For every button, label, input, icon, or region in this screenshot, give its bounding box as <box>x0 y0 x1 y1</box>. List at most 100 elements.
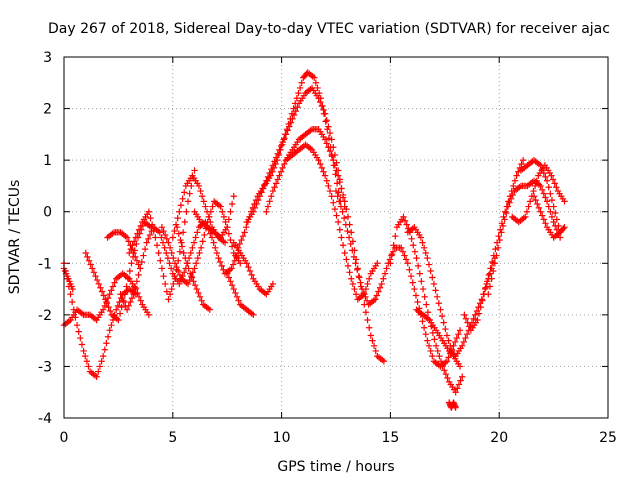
data-point-marker <box>311 74 318 81</box>
data-point-marker <box>187 270 194 277</box>
series-group <box>126 167 198 303</box>
data-point-marker <box>347 240 354 248</box>
data-point-marker <box>220 266 227 273</box>
data-point-marker <box>451 338 459 346</box>
data-point-marker <box>157 257 164 264</box>
data-point-marker <box>187 249 194 257</box>
data-point-marker <box>551 180 558 187</box>
data-point-marker <box>540 190 548 197</box>
data-point-marker <box>263 208 270 215</box>
data-point-marker <box>145 311 153 319</box>
data-point-marker <box>269 280 277 288</box>
data-point-marker <box>102 296 109 303</box>
data-point-marker <box>445 337 452 344</box>
data-point-marker <box>188 182 195 190</box>
data-point-marker <box>90 269 98 276</box>
data-point-marker <box>92 272 99 280</box>
data-point-marker <box>462 334 469 342</box>
data-point-marker <box>111 279 118 286</box>
data-point-marker <box>422 249 429 257</box>
data-point-marker <box>268 193 275 200</box>
data-point-marker <box>298 79 305 86</box>
data-point-marker <box>321 136 329 143</box>
data-point-marker <box>381 270 389 277</box>
data-point-marker <box>318 164 326 172</box>
data-point-marker <box>410 242 417 249</box>
series-group <box>461 156 527 334</box>
data-point-marker <box>181 189 188 196</box>
data-point-marker <box>363 297 371 304</box>
data-point-marker <box>490 267 497 275</box>
data-point-marker <box>344 227 351 235</box>
data-point-marker <box>98 358 105 365</box>
data-point-marker <box>264 203 272 210</box>
data-point-marker <box>499 222 507 230</box>
data-point-marker <box>263 177 270 184</box>
data-point-marker <box>537 182 544 190</box>
data-point-marker <box>190 239 198 246</box>
data-point-marker <box>135 226 143 233</box>
data-point-marker <box>472 311 479 319</box>
data-point-marker <box>191 282 199 289</box>
data-point-marker <box>432 287 439 294</box>
data-point-marker <box>227 208 234 215</box>
data-point-marker <box>328 193 335 200</box>
series-group <box>387 213 466 396</box>
data-point-marker <box>460 338 468 346</box>
data-point-marker <box>412 292 420 299</box>
data-point-marker <box>461 311 468 319</box>
data-point-marker <box>224 270 231 277</box>
data-point-marker <box>367 332 375 339</box>
data-point-marker <box>99 306 107 313</box>
data-point-marker <box>190 278 197 285</box>
data-point-marker <box>73 321 81 329</box>
data-point-marker <box>245 263 252 271</box>
data-point-marker <box>315 156 322 164</box>
data-point-marker <box>130 238 138 245</box>
data-point-marker <box>163 288 171 295</box>
data-point-marker <box>105 303 112 311</box>
data-point-marker <box>176 271 184 279</box>
data-point-marker <box>171 275 179 282</box>
data-point-marker <box>331 162 339 169</box>
data-point-marker <box>175 230 182 237</box>
data-point-marker <box>498 229 505 236</box>
data-point-marker <box>507 195 515 203</box>
data-point-marker <box>346 269 353 276</box>
data-point-marker <box>443 332 451 339</box>
data-point-marker <box>341 249 348 257</box>
data-point-marker <box>341 198 348 205</box>
data-point-marker <box>228 265 235 272</box>
data-point-marker <box>523 208 531 215</box>
series-group <box>445 399 459 411</box>
y-tick-label: 0 <box>43 205 52 221</box>
data-point-marker <box>215 254 222 262</box>
data-point-marker <box>525 203 532 210</box>
data-point-marker <box>227 236 234 244</box>
data-point-marker <box>250 311 257 319</box>
data-point-marker <box>431 336 438 343</box>
data-point-marker <box>424 309 432 316</box>
data-point-marker <box>203 208 211 215</box>
data-point-marker <box>261 181 268 188</box>
data-point-marker <box>543 198 551 205</box>
data-point-marker <box>320 168 327 175</box>
data-point-marker <box>358 285 366 293</box>
y-tick-label: -2 <box>38 308 52 324</box>
data-point-marker <box>125 302 132 310</box>
data-point-marker <box>421 293 428 301</box>
data-point-marker <box>82 249 89 257</box>
data-point-marker <box>192 234 199 241</box>
data-point-marker <box>175 257 182 264</box>
data-point-marker <box>286 123 293 130</box>
data-point-marker <box>540 216 548 223</box>
data-point-marker <box>413 254 420 262</box>
data-point-marker <box>538 165 546 173</box>
data-point-marker <box>369 337 376 344</box>
data-point-marker <box>376 284 384 291</box>
data-point-marker <box>133 257 141 264</box>
data-point-marker <box>145 235 152 242</box>
data-point-marker <box>145 208 153 215</box>
data-point-marker <box>137 297 144 304</box>
data-point-marker <box>171 227 178 235</box>
